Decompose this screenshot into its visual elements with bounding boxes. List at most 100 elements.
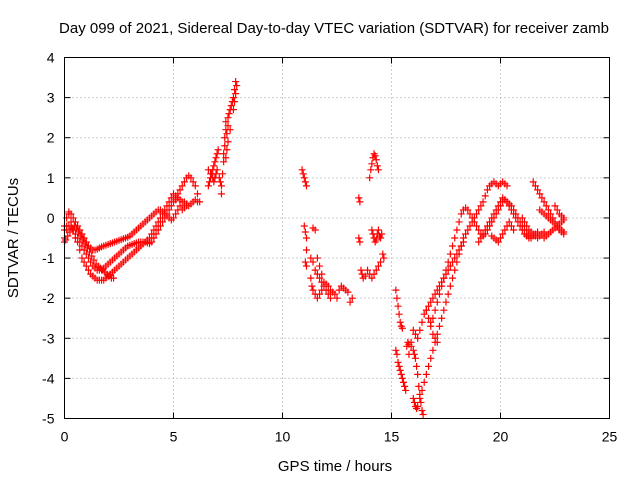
data-point	[361, 272, 369, 280]
data-point	[223, 146, 231, 154]
data-point	[224, 114, 232, 122]
data-point	[187, 174, 195, 182]
data-point	[367, 166, 375, 174]
data-point	[544, 206, 552, 214]
data-point	[302, 246, 310, 254]
data-point	[473, 210, 481, 218]
data-point	[415, 382, 423, 390]
data-point	[318, 278, 326, 286]
data-point	[475, 206, 483, 214]
data-point	[223, 130, 231, 138]
data-point	[356, 198, 364, 206]
data-point	[229, 106, 237, 114]
data-point	[222, 154, 230, 162]
data-point	[477, 202, 485, 210]
data-point	[210, 162, 218, 170]
data-point	[377, 234, 385, 242]
data-point	[78, 254, 86, 262]
data-point	[378, 230, 386, 238]
data-point	[393, 350, 401, 358]
data-point	[442, 266, 450, 274]
data-point	[422, 306, 430, 314]
data-point	[193, 198, 201, 206]
data-point	[209, 174, 217, 182]
data-point	[503, 222, 511, 230]
data-point	[411, 330, 419, 338]
data-point	[82, 262, 90, 270]
data-point	[503, 182, 511, 190]
data-point	[459, 238, 467, 246]
data-point	[395, 310, 403, 318]
data-point	[534, 186, 542, 194]
data-point	[409, 394, 417, 402]
data-point	[366, 174, 374, 182]
data-point	[189, 178, 197, 186]
data-point	[380, 254, 388, 262]
data-point	[492, 206, 500, 214]
y-tick-label: 3	[47, 90, 55, 106]
data-point	[457, 210, 465, 218]
data-point	[231, 98, 239, 106]
data-point	[309, 286, 317, 294]
data-point	[69, 214, 77, 222]
data-point	[414, 402, 422, 410]
data-point	[538, 194, 546, 202]
data-point	[501, 226, 509, 234]
data-point	[418, 406, 426, 414]
data-point	[477, 234, 485, 242]
data-point	[377, 258, 385, 266]
data-point	[507, 202, 515, 210]
data-point	[462, 230, 470, 238]
data-point	[227, 102, 235, 110]
data-point	[464, 206, 472, 214]
data-point	[473, 222, 481, 230]
data-point	[466, 222, 474, 230]
data-point	[302, 234, 310, 242]
data-point	[402, 386, 410, 394]
data-point	[551, 202, 559, 210]
data-point	[299, 170, 307, 178]
data-point	[405, 350, 413, 358]
data-point	[542, 202, 550, 210]
data-point	[348, 294, 356, 302]
data-point	[560, 228, 568, 236]
data-point	[438, 282, 446, 290]
data-point	[373, 162, 381, 170]
data-point	[488, 214, 496, 222]
data-point	[368, 226, 376, 234]
data-point	[301, 228, 309, 236]
data-point	[233, 82, 241, 90]
data-point	[510, 226, 518, 234]
data-point	[442, 298, 450, 306]
data-point	[219, 170, 227, 178]
data-point	[394, 358, 402, 366]
data-point	[311, 226, 319, 234]
data-point	[444, 290, 452, 298]
data-point	[88, 252, 96, 260]
data-point	[433, 298, 441, 306]
data-point	[331, 290, 339, 298]
data-point	[425, 302, 433, 310]
data-point	[435, 290, 443, 298]
data-point	[433, 286, 441, 294]
data-point	[72, 224, 80, 232]
data-point	[393, 294, 401, 302]
data-point	[344, 288, 352, 296]
data-point	[308, 282, 316, 290]
data-point	[396, 318, 404, 326]
data-point	[449, 242, 457, 250]
data-point	[540, 228, 548, 236]
data-point	[418, 386, 426, 394]
data-point	[81, 240, 89, 248]
data-point	[313, 270, 321, 278]
y-tick-label: 4	[47, 50, 55, 66]
data-point	[481, 192, 489, 200]
data-point	[512, 210, 520, 218]
data-point	[333, 294, 341, 302]
data-point	[180, 178, 188, 186]
y-tick-label: -4	[42, 370, 55, 386]
data-point	[212, 154, 220, 162]
data-point	[392, 346, 400, 354]
data-point	[470, 218, 478, 226]
